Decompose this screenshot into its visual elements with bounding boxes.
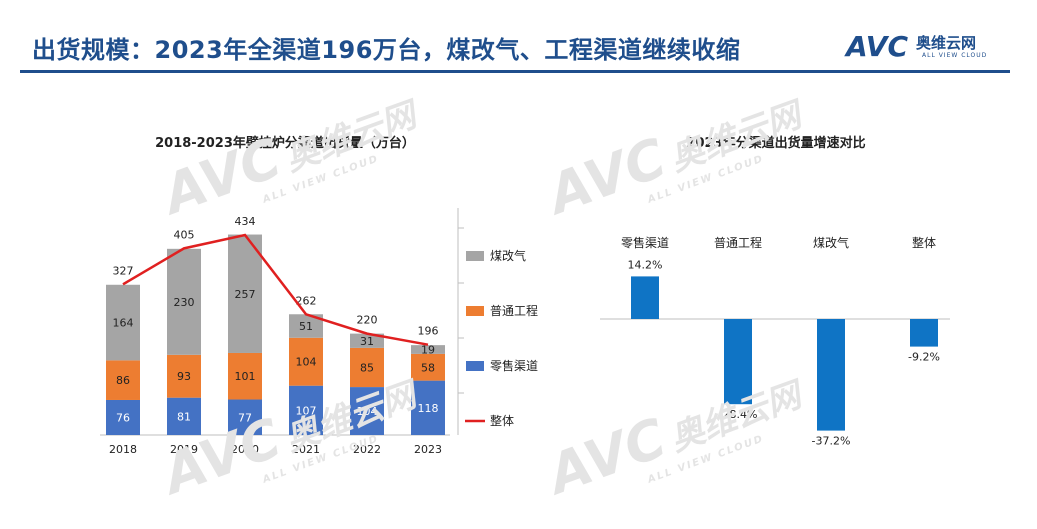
legend-label: 整体	[490, 413, 514, 428]
bar-segment	[289, 337, 323, 386]
bar-segment	[167, 354, 201, 398]
data-label: 93	[177, 370, 191, 383]
x-tick-label: 2022	[353, 443, 381, 456]
legend-swatch	[466, 361, 484, 371]
legend-label: 零售渠道	[490, 358, 538, 373]
legend-swatch	[466, 306, 484, 316]
data-label: 14.2%	[628, 258, 663, 271]
total-label: 220	[357, 314, 378, 327]
total-label: 405	[174, 228, 195, 241]
logo-cn-text: 奥维云网	[916, 34, 977, 52]
data-label: 101	[235, 370, 256, 383]
category-label: 普通工程	[714, 235, 762, 250]
data-label: -28.4%	[719, 408, 758, 421]
legend-label: 煤改气	[490, 248, 526, 263]
data-label: 58	[421, 361, 435, 374]
data-label: 51	[299, 320, 313, 333]
data-label: 164	[113, 317, 134, 330]
bar-segment	[289, 314, 323, 338]
data-label: -9.2%	[908, 351, 940, 364]
bar-segment	[228, 234, 262, 353]
data-label: 85	[360, 361, 374, 374]
chart-title: 2023年分渠道出货量增速对比	[686, 135, 865, 151]
bar-segment	[411, 380, 445, 435]
bar-segment	[350, 333, 384, 348]
data-label: 107	[296, 404, 317, 417]
data-label: 31	[360, 335, 374, 348]
bar-segment	[411, 353, 445, 381]
bar-segment	[228, 352, 262, 400]
data-label: 76	[116, 411, 130, 424]
category-label: 零售渠道	[621, 235, 669, 250]
growth-bar	[631, 276, 659, 319]
bar-segment	[167, 248, 201, 355]
page-title: 出货规模：2023年全渠道196万台，煤改气、工程渠道继续收缩	[32, 36, 741, 64]
bar-segment	[350, 347, 384, 388]
bar-segment	[350, 387, 384, 435]
total-label: 434	[235, 215, 256, 228]
growth-bar	[817, 319, 845, 431]
bar-segment	[106, 399, 140, 435]
bar-segment	[228, 399, 262, 435]
total-line	[122, 233, 429, 346]
x-tick-label: 2020	[231, 443, 259, 456]
legend-label: 普通工程	[490, 303, 538, 318]
category-label: 整体	[912, 235, 936, 250]
chart-title: 2018-2023年壁挂炉分渠道出货量（万台）	[155, 135, 415, 151]
data-label: 118	[418, 402, 439, 415]
bar-segment	[106, 360, 140, 400]
legend-swatch	[466, 251, 484, 261]
growth-bar	[910, 319, 938, 347]
bar-segment	[289, 385, 323, 435]
data-label: 257	[235, 288, 256, 301]
total-label: 262	[296, 294, 317, 307]
title-divider	[20, 70, 1010, 73]
growth-bar	[724, 319, 752, 405]
logo-mark: AVC	[846, 30, 908, 63]
data-label: 86	[116, 374, 130, 387]
total-label: 196	[418, 325, 439, 338]
x-tick-label: 2023	[414, 443, 442, 456]
bar-segment	[167, 397, 201, 435]
category-label: 煤改气	[813, 235, 849, 250]
data-label: 104	[296, 356, 317, 369]
avc-logo: AVC 奥维云网 ALL VIEW CLOUD	[846, 30, 1016, 64]
total-label: 327	[113, 264, 134, 277]
logo-en-text: ALL VIEW CLOUD	[922, 52, 988, 59]
x-tick-label: 2019	[170, 443, 198, 456]
bar-segment	[106, 284, 140, 361]
data-label: 104	[357, 405, 378, 418]
data-label: -37.2%	[812, 435, 851, 448]
x-tick-label: 2018	[109, 443, 137, 456]
data-label: 81	[177, 410, 191, 423]
x-tick-label: 2021	[292, 443, 320, 456]
bar-segment	[411, 345, 445, 354]
data-label: 230	[174, 296, 195, 309]
stacked-bar-chart: 2018-2023年壁挂炉分渠道出货量（万台） 76 86 164 327 2018 81 9…	[100, 135, 538, 456]
data-label: 77	[238, 411, 252, 424]
data-label: 19	[421, 344, 435, 357]
